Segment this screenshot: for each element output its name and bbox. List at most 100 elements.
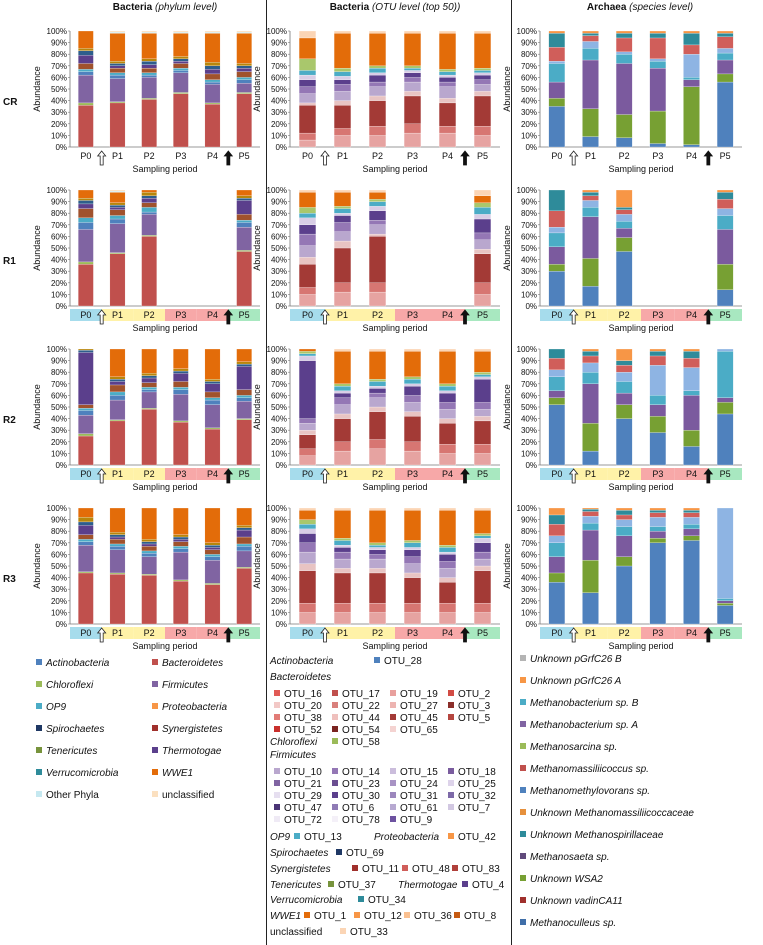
bar-segment [78, 50, 94, 56]
bar-segment [173, 389, 189, 395]
bar-segment [236, 567, 252, 569]
bar-segment [582, 383, 599, 424]
legend-item: OTU_83 [452, 864, 500, 876]
bar-segment [473, 84, 492, 92]
legend-item: OTU_37 [328, 880, 376, 892]
swatch [332, 726, 338, 732]
bar-segment [368, 388, 387, 394]
bar-segment [78, 410, 94, 416]
period-band [573, 468, 608, 480]
bar-segment [683, 77, 700, 80]
bar-segment [236, 525, 252, 528]
x-tick-label: P4 [686, 628, 697, 638]
bar-segment [473, 443, 492, 454]
y-tick-label: 100% [47, 504, 67, 513]
swatch [390, 804, 396, 810]
bar-segment [582, 372, 599, 384]
bar-segment [438, 33, 457, 70]
y-tick-label: 90% [521, 357, 537, 366]
bar-segment [403, 132, 422, 148]
bar-segment [204, 381, 221, 384]
bar-segment [473, 282, 492, 295]
bar-segment [298, 563, 317, 571]
bar-segment [582, 41, 599, 49]
period-band [360, 627, 395, 639]
bar-segment [173, 534, 189, 538]
x-tick-label: P4 [207, 151, 218, 161]
legend-item: Unknown WSA2 [520, 874, 603, 886]
y-tick-label: 50% [521, 85, 537, 94]
bar-segment [333, 551, 352, 560]
x-tick-label: P1 [337, 469, 348, 479]
bar-segment [298, 519, 317, 525]
legend-group-title: Spirochaetes [270, 848, 329, 859]
x-tick-label: P4 [442, 151, 453, 161]
bar-segment [141, 541, 157, 545]
bar-segment [582, 30, 599, 34]
bar-segment [298, 355, 317, 361]
bar-segment [141, 214, 157, 236]
bar-segment [716, 229, 734, 265]
bar-segment [78, 197, 94, 201]
bar-segment [333, 282, 352, 293]
bar-segment [298, 58, 317, 71]
bar-segment [473, 374, 492, 377]
period-band [101, 309, 134, 321]
bar-segment [615, 507, 633, 511]
x-tick-label: P1 [585, 628, 596, 638]
bar-segment [333, 33, 352, 69]
bar-segment [368, 192, 387, 200]
bar-segment [173, 541, 189, 547]
bar-segment [173, 30, 189, 33]
bar-segment [298, 224, 317, 235]
period-band [540, 468, 574, 480]
y-tick-label: 90% [521, 516, 537, 525]
bar-segment [78, 348, 94, 351]
bar-segment [403, 602, 422, 613]
legend-item: OTU_1 [304, 911, 346, 923]
bar-segment [473, 294, 492, 307]
y-tick-label: 10% [271, 290, 287, 299]
x-tick-label: P3 [407, 151, 418, 161]
bar-segment [582, 351, 599, 357]
period-band [70, 309, 102, 321]
legend-item: OTU_25 [448, 779, 496, 791]
bar-segment [438, 74, 457, 78]
swatch [332, 738, 338, 744]
y-tick-label: 50% [271, 85, 287, 94]
bar-segment [403, 416, 422, 442]
bar-segment [683, 79, 700, 87]
bar-segment [368, 510, 387, 543]
bar-segment [615, 519, 633, 527]
bar-segment [78, 572, 94, 625]
bar-segment [78, 208, 94, 218]
legend-item: OTU_20 [274, 701, 322, 713]
y-tick-label: 0% [525, 461, 537, 470]
legend-item: OTU_54 [332, 725, 380, 737]
bar-segment [716, 264, 734, 290]
bar-segment [683, 367, 700, 391]
bar-segment [582, 515, 599, 524]
bar-segment [109, 252, 126, 254]
filled-arrow-icon [460, 150, 470, 166]
bar-segment [236, 197, 252, 201]
bar-segment [368, 568, 387, 574]
bar-segment [236, 189, 252, 196]
period-band [133, 309, 165, 321]
bar-segment [649, 110, 667, 144]
bar-segment [368, 282, 387, 293]
swatch [520, 677, 526, 683]
bar-segment [582, 348, 599, 352]
bar-segment [368, 554, 387, 560]
bar-segment [403, 402, 422, 412]
legend-item: Methanosaeta sp. [520, 852, 610, 864]
bar-segment [649, 517, 667, 527]
bar-segment [473, 33, 492, 69]
period-band [573, 627, 608, 639]
bar-segment [403, 556, 422, 564]
bar-segment [204, 547, 221, 550]
bar-segment [298, 233, 317, 246]
y-tick-label: 90% [51, 39, 67, 48]
y-tick-label: 50% [271, 562, 287, 571]
bar-segment [368, 602, 387, 613]
